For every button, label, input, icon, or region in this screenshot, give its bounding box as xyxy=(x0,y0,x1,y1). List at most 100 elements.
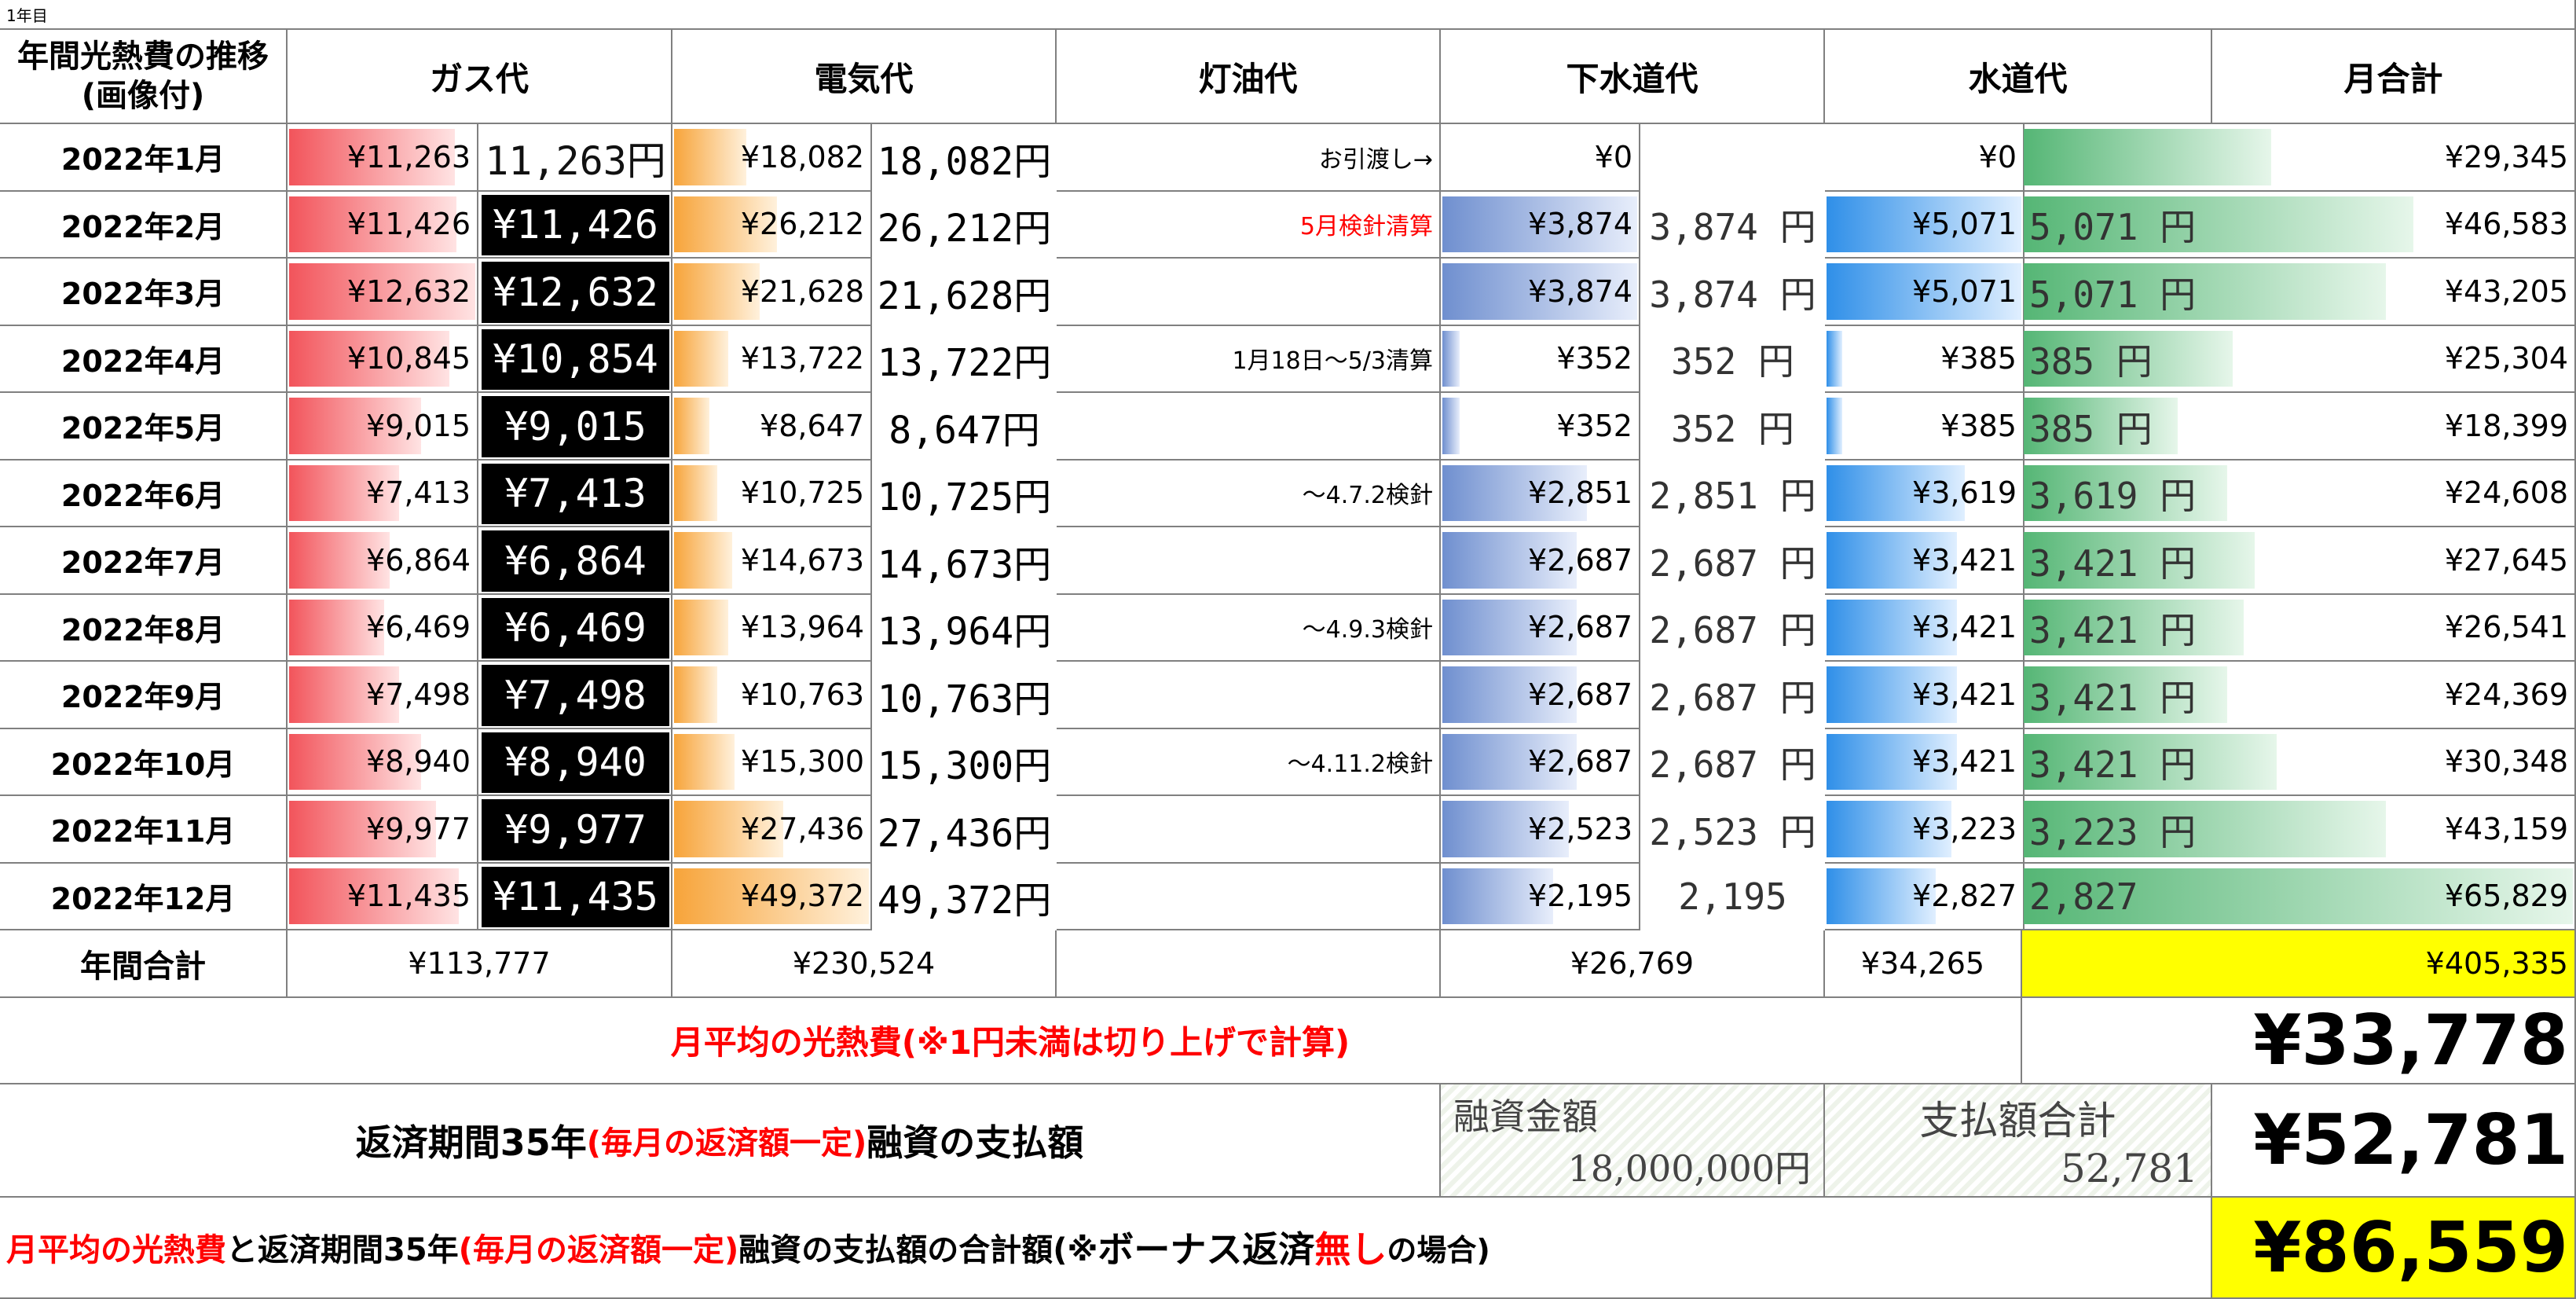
gas-data-bar xyxy=(289,599,384,655)
total-value-cell: ¥24,608 xyxy=(2022,460,2576,527)
gas-value-cell: ¥7,498 xyxy=(288,662,478,729)
gas-value-cell: ¥11,426 xyxy=(288,191,478,259)
month-label: 2022年2月 xyxy=(0,191,288,259)
water-value-cell: ¥3,421 xyxy=(1825,728,2025,796)
elec-value: ¥27,436 xyxy=(740,811,864,846)
elec-value: ¥8,647 xyxy=(760,408,864,443)
kerosene-note xyxy=(1057,393,1441,461)
grand-total-value: ¥86,559 xyxy=(2212,1197,2576,1299)
sewer-receipt-image: 352 円 xyxy=(1671,340,1794,383)
water-data-bar xyxy=(1827,464,1966,521)
gas-receipt-image: ¥8,940 xyxy=(482,732,669,793)
month-label: 2022年11月 xyxy=(0,796,288,864)
gas-data-bar xyxy=(289,733,422,790)
sewer-data-bar xyxy=(1442,263,1637,320)
total-value: ¥29,345 xyxy=(2444,139,2568,174)
elec-value-cell: ¥21,628 xyxy=(672,259,872,326)
month-label: 2022年12月 xyxy=(0,863,288,930)
water-value: ¥5,071 xyxy=(1912,207,2017,242)
total-data-bar xyxy=(2024,666,2227,723)
column-header: ガス代 xyxy=(288,30,672,124)
gas-value-cell: ¥10,845 xyxy=(288,325,478,393)
kerosene-note: ～4.11.2検針 xyxy=(1057,728,1441,796)
water-receipt-image: 3,421 円 xyxy=(2029,676,2197,719)
sewer-receipt-image: 2,523 円 xyxy=(1649,810,1816,853)
gas-value: ¥10,845 xyxy=(346,341,471,376)
month-label: 2022年1月 xyxy=(0,124,288,192)
grand-label-p4: 融資の支払額の合計額(※ xyxy=(738,1232,1098,1269)
elec-data-bar xyxy=(674,599,729,655)
kerosene-note xyxy=(1057,863,1441,930)
sewer-value-cell: ¥2,851 xyxy=(1441,460,1640,527)
sewer-value: ¥2,851 xyxy=(1528,475,1632,511)
elec-data-bar xyxy=(674,398,709,454)
water-value-cell: ¥3,421 xyxy=(1825,594,2025,662)
annual-elec-total: ¥230,524 xyxy=(672,930,1057,998)
sewer-value-cell: ¥2,687 xyxy=(1441,728,1640,796)
sewer-receipt-image: 2,851 円 xyxy=(1649,475,1816,518)
electricity-receipt-image: 8,647円 xyxy=(875,396,1053,457)
water-value: ¥3,421 xyxy=(1912,610,2017,645)
kerosene-note xyxy=(1057,662,1441,729)
gas-value-cell: ¥12,632 xyxy=(288,259,478,326)
elec-data-bar xyxy=(674,532,733,589)
gas-value: ¥7,413 xyxy=(366,475,471,511)
electricity-receipt-image: 21,628円 xyxy=(875,262,1053,323)
water-value: ¥3,223 xyxy=(1912,811,2017,846)
gas-receipt-image: ¥10,854 xyxy=(482,328,669,390)
gas-data-bar xyxy=(289,801,437,857)
sewer-receipt-image: 2,687 円 xyxy=(1649,609,1816,652)
gas-data-bar xyxy=(289,464,399,521)
total-value: ¥46,583 xyxy=(2444,207,2568,242)
gas-data-bar xyxy=(289,330,449,387)
water-value-cell: ¥5,071 xyxy=(1825,191,2025,259)
sewer-data-bar xyxy=(1442,196,1637,252)
annual-total-label: 年間合計 xyxy=(0,930,288,998)
total-value: ¥30,348 xyxy=(2444,744,2568,780)
sewer-value-cell: ¥352 xyxy=(1441,393,1640,461)
annual-sewer-total: ¥26,769 xyxy=(1441,930,1825,998)
sewer-data-bar xyxy=(1442,666,1577,723)
total-data-bar xyxy=(2024,196,2414,252)
month-label: 2022年10月 xyxy=(0,728,288,796)
gas-value: ¥6,864 xyxy=(366,542,471,578)
elec-value-cell: ¥14,673 xyxy=(672,527,872,595)
sewer-value-cell: ¥3,874 xyxy=(1441,191,1640,259)
water-value-cell: ¥385 xyxy=(1825,325,2025,393)
sewer-value: ¥2,195 xyxy=(1528,879,1632,914)
gas-value: ¥12,632 xyxy=(346,273,471,309)
gas-receipt-image: ¥6,469 xyxy=(482,597,669,659)
sewer-value: ¥2,523 xyxy=(1528,811,1632,846)
month-label: 2022年7月 xyxy=(0,527,288,595)
sewer-data-bar xyxy=(1442,801,1570,857)
grand-total-label: 月平均の光熱費 と返済期間35年 (毎月の返済額一定) 融資の支払額の合計額(※ ボーナ… xyxy=(0,1197,2212,1299)
gas-value: ¥7,498 xyxy=(366,677,471,712)
grand-label-p1: 月平均の光熱費 xyxy=(6,1232,226,1269)
column-header: 月合計 xyxy=(2212,30,2576,124)
total-value-cell: ¥25,304 xyxy=(2022,325,2576,393)
elec-data-bar xyxy=(674,733,735,790)
sewer-receipt-image: 2,687 円 xyxy=(1649,541,1816,585)
month-label: 2022年9月 xyxy=(0,662,288,729)
total-value: ¥65,829 xyxy=(2444,879,2568,914)
sewer-receipt-image: 3,874 円 xyxy=(1649,273,1816,316)
sewer-value-cell: ¥2,687 xyxy=(1441,662,1640,729)
elec-value-cell: ¥18,082 xyxy=(672,124,872,192)
water-data-bar xyxy=(1827,733,1958,790)
loan-payment-label: 返済期間35年 (毎月の返済額一定) 融資の支払額 xyxy=(0,1084,1441,1198)
total-value-cell: ¥43,205 xyxy=(2022,259,2576,326)
elec-value: ¥14,673 xyxy=(740,542,864,578)
total-data-bar xyxy=(2024,330,2233,387)
sewer-receipt-image: 352 円 xyxy=(1671,407,1794,450)
total-value: ¥43,159 xyxy=(2444,811,2568,846)
total-data-bar xyxy=(2024,129,2271,185)
grand-label-p3: (毎月の返済額一定) xyxy=(458,1232,739,1269)
month-label: 2022年4月 xyxy=(0,325,288,393)
total-value: ¥27,645 xyxy=(2444,542,2568,578)
water-receipt-image: 3,619 円 xyxy=(2029,475,2197,518)
sewer-data-bar xyxy=(1442,733,1577,790)
annual-grand-total: ¥405,335 xyxy=(2022,930,2576,998)
row-divider xyxy=(478,863,672,930)
total-value: ¥25,304 xyxy=(2444,341,2568,376)
row-divider xyxy=(478,325,672,393)
